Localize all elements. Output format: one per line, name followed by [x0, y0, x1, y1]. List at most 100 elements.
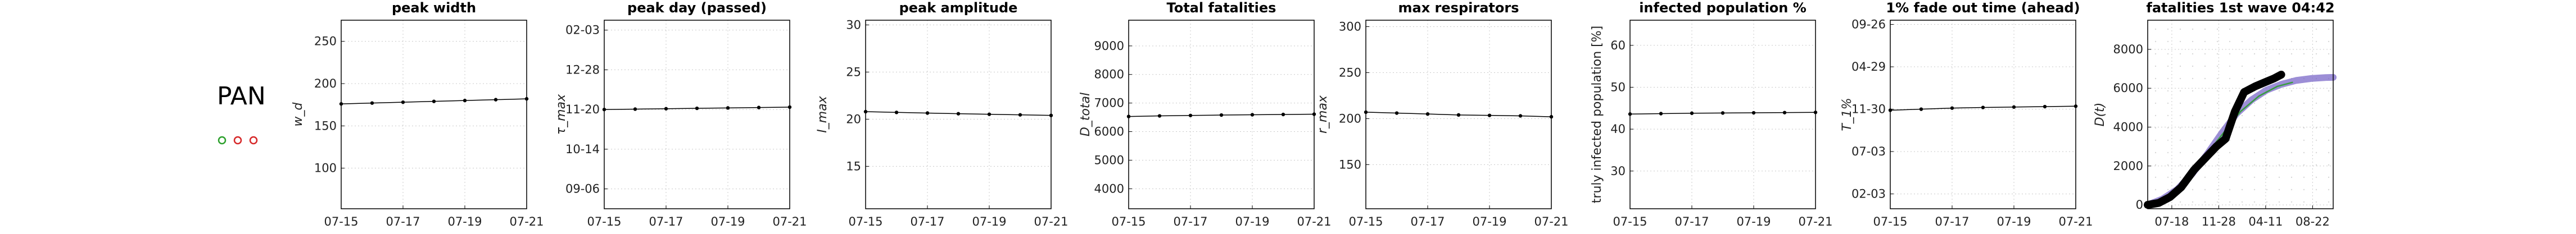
data-point — [1456, 113, 1461, 117]
field-dot — [2315, 53, 2317, 55]
x-tick-label: 07-17 — [386, 215, 420, 228]
wave-chart: 0 2000 4000 6000 8000 07-18 11-28 04-11 08-22 fat… — [2093, 0, 2337, 228]
field-dot — [2179, 127, 2181, 129]
field-dot — [2303, 176, 2305, 178]
y-tick-label: 200 — [314, 77, 337, 90]
field-dot — [2253, 65, 2256, 67]
field-dot — [2315, 102, 2317, 104]
data-point — [1721, 111, 1725, 115]
y-tick-label: 4000 — [1094, 182, 1124, 195]
data-point — [1219, 113, 1224, 117]
field-dot — [2229, 65, 2231, 67]
field-dot — [2253, 127, 2256, 129]
data-point — [1981, 105, 1985, 109]
field-dot — [2315, 65, 2317, 67]
field-dot — [2253, 77, 2256, 80]
field-dot — [2204, 40, 2206, 43]
y-tick-label: 07-03 — [1851, 145, 1886, 158]
x-tick-label: 07-17 — [910, 215, 944, 228]
x-tick-label: 07-19 — [1472, 215, 1506, 228]
x-tick-label: 07-21 — [2058, 215, 2093, 228]
field-dot — [2328, 176, 2330, 178]
x-tick-label: 07-17 — [1173, 215, 1207, 228]
y-tick-label: 20 — [846, 112, 861, 126]
field-dot — [2303, 28, 2305, 30]
x-tick-label: 07-15 — [1873, 215, 1907, 228]
x-tick-label: 07-21 — [1034, 215, 1068, 228]
x-tick-label: 07-19 — [447, 215, 482, 228]
data-point — [1628, 112, 1632, 116]
x-tick-label: 07-17 — [1410, 215, 1445, 228]
data-point — [1425, 112, 1430, 116]
field-dot — [2253, 201, 2256, 203]
y-tick-label: 09-06 — [565, 182, 600, 196]
field-dot — [2241, 127, 2243, 129]
region-marker — [233, 136, 242, 145]
field-dot — [2278, 28, 2280, 30]
field-dot — [2303, 53, 2305, 55]
data-point — [787, 105, 792, 109]
y-tick-label: 4000 — [2113, 121, 2143, 134]
x-tick-label: 08-22 — [2296, 215, 2330, 228]
y-tick-label: 300 — [1339, 20, 1361, 33]
field-dot — [2216, 102, 2219, 104]
field-dot — [2179, 176, 2181, 178]
data-point — [2074, 104, 2078, 108]
data-point — [463, 98, 467, 103]
field-dot — [2204, 189, 2206, 191]
field-dot — [2315, 176, 2317, 178]
field-dot — [2167, 189, 2169, 191]
field-dot — [2229, 176, 2231, 178]
field-dot — [2266, 189, 2268, 191]
field-dot — [2328, 40, 2330, 43]
field-dot — [2328, 201, 2330, 203]
x-tick-label: 07-15 — [1348, 215, 1383, 228]
field-dot — [2204, 139, 2206, 141]
field-dot — [2179, 53, 2181, 55]
data-point — [602, 107, 606, 112]
field-dot — [2328, 114, 2330, 117]
field-dot — [2328, 164, 2330, 166]
field-dot — [2229, 53, 2231, 55]
field-dot — [2290, 53, 2293, 55]
y-tick-label: 6000 — [2113, 81, 2143, 95]
field-dot — [2241, 164, 2243, 166]
field-dot — [2315, 189, 2317, 191]
x-tick-label: 04-11 — [2248, 215, 2283, 228]
chart-panels: 100 150 200 250 07-15 07-17 07-19 07-21 peak wid… — [291, 0, 2093, 228]
x-tick-label: 07-19 — [1736, 215, 1771, 228]
field-dot — [2167, 90, 2169, 92]
field-dot — [2192, 152, 2194, 154]
field-dot — [2303, 102, 2305, 104]
field-dot — [2204, 53, 2206, 55]
field-dot — [2241, 114, 2243, 117]
data-point — [987, 112, 992, 116]
field-dot — [2266, 114, 2268, 117]
field-dot — [2154, 139, 2157, 141]
field-dot — [2216, 40, 2219, 43]
x-tick-label: 07-15 — [848, 215, 882, 228]
field-dot — [2303, 65, 2305, 67]
region-legend: PAN — [217, 82, 266, 145]
field-dot — [2154, 90, 2157, 92]
field-dot — [2204, 90, 2206, 92]
field-dot — [2278, 40, 2280, 43]
y-axis-label: D(t) — [2093, 103, 2107, 127]
x-tick-label: 07-19 — [1996, 215, 2031, 228]
field-dot — [2179, 28, 2181, 30]
field-dot — [2315, 152, 2317, 154]
y-tick-label: 02-03 — [565, 24, 600, 37]
data-point — [524, 97, 529, 101]
y-axis-label: D_total — [1079, 93, 1093, 136]
field-dot — [2278, 114, 2280, 117]
field-dot — [2216, 164, 2219, 166]
field-dot — [2303, 139, 2305, 141]
field-dot — [2253, 40, 2256, 43]
field-dot — [2229, 201, 2231, 203]
chart-title: 1% fade out time (ahead) — [1886, 0, 2080, 16]
x-tick-label: 07-19 — [972, 215, 1006, 228]
field-dot — [2154, 152, 2157, 154]
y-tick-label: 200 — [1339, 112, 1361, 125]
field-dot — [2229, 102, 2231, 104]
